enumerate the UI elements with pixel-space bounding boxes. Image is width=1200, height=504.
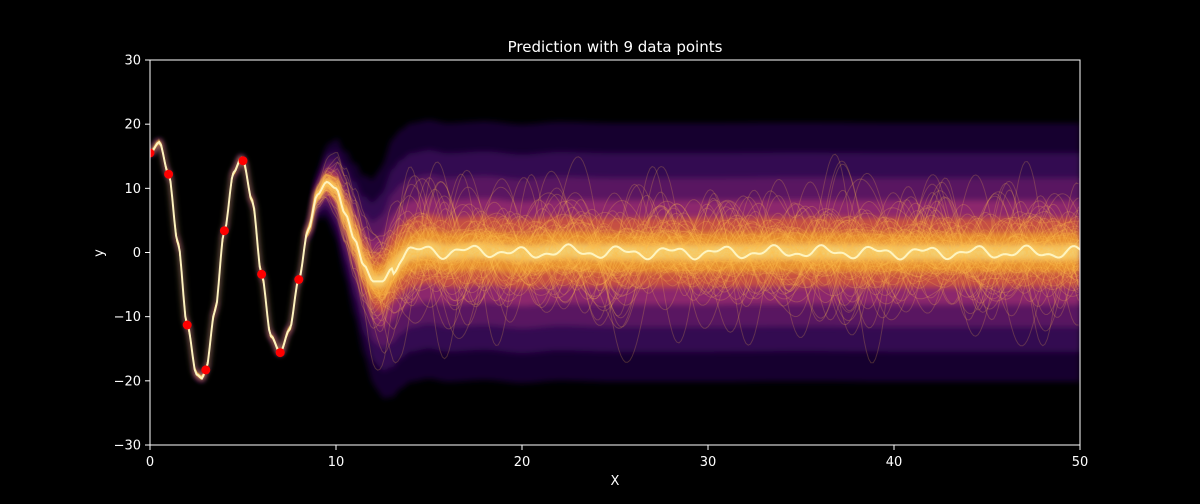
- y-tick-label: −30: [114, 439, 141, 454]
- band-level-6: [150, 141, 1080, 379]
- x-tick-label: 40: [886, 455, 903, 470]
- y-tick-label: −10: [114, 310, 141, 325]
- x-tick-label: 30: [700, 455, 717, 470]
- y-axis-ticks: −30 −20 −10 0 10 20 30: [114, 54, 150, 454]
- x-tick-label: 50: [1072, 455, 1089, 470]
- y-axis-label: y: [92, 249, 107, 257]
- data-point-6: [238, 156, 248, 166]
- y-tick-label: −20: [114, 374, 141, 389]
- uncertainty-band: [150, 120, 1080, 399]
- posterior-mean: [150, 138, 1080, 382]
- y-tick-label: 10: [124, 182, 141, 197]
- y-tick-label: 30: [124, 54, 141, 69]
- mean-line: [150, 140, 1080, 380]
- data-point-5: [219, 226, 229, 236]
- data-point-7: [257, 269, 267, 279]
- data-point-9: [294, 275, 304, 284]
- x-tick-label: 10: [328, 455, 345, 470]
- y-tick-label: 20: [124, 118, 141, 133]
- plot-area: [150, 60, 1080, 445]
- data-points: [150, 148, 304, 375]
- y-tick-label: 0: [133, 246, 141, 261]
- x-tick-label: 0: [146, 455, 154, 470]
- data-point-3: [182, 320, 192, 330]
- x-axis-ticks: 0 10 20 30 40 50: [146, 445, 1088, 470]
- chart-title: Prediction with 9 data points: [508, 38, 723, 56]
- x-axis-label: X: [611, 474, 620, 489]
- data-point-4: [201, 365, 211, 375]
- data-point-1: [150, 148, 155, 158]
- data-point-8: [275, 348, 285, 358]
- data-point-2: [164, 169, 174, 179]
- x-tick-label: 20: [514, 455, 531, 470]
